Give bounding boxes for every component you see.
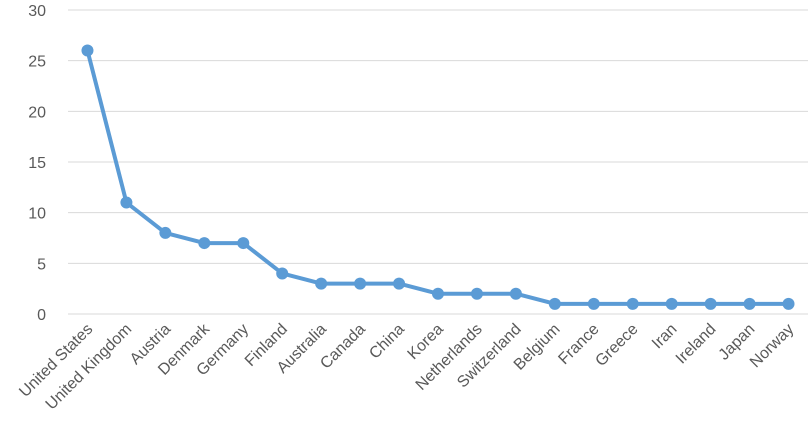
data-point — [198, 237, 211, 250]
y-tick-label: 15 — [28, 155, 46, 172]
data-point — [354, 277, 367, 290]
data-point — [276, 267, 289, 280]
data-point — [432, 287, 444, 300]
y-tick-label: 10 — [28, 206, 46, 223]
data-point — [470, 287, 483, 300]
data-point — [587, 297, 600, 310]
gridlines — [68, 9, 808, 315]
x-tick-label: China — [366, 321, 408, 363]
data-point — [782, 297, 795, 310]
data-point — [548, 297, 561, 310]
x-tick-label: Iran — [649, 321, 681, 353]
data-point — [120, 196, 133, 209]
data-point — [237, 237, 250, 250]
series-line — [85, 48, 791, 306]
data-point — [626, 297, 639, 310]
x-tick-label: Norway — [747, 321, 797, 371]
x-tick-label: Ireland — [673, 321, 720, 368]
series-group — [81, 44, 795, 310]
y-tick-label: 0 — [37, 307, 46, 324]
data-point — [704, 297, 717, 310]
y-tick-label: 5 — [37, 256, 46, 273]
data-point — [81, 44, 94, 57]
data-point — [743, 297, 756, 310]
data-point — [509, 287, 522, 300]
y-tick-label: 20 — [28, 104, 46, 121]
data-point — [393, 277, 406, 290]
data-point — [315, 277, 328, 290]
y-tick-label: 30 — [28, 3, 46, 20]
data-point — [665, 297, 678, 310]
y-axis-tick-labels: 0 5 10 15 20 25 30 — [28, 3, 46, 324]
data-point — [159, 226, 172, 239]
x-tick-label: Greece — [592, 321, 641, 370]
y-tick-label: 25 — [28, 54, 46, 71]
